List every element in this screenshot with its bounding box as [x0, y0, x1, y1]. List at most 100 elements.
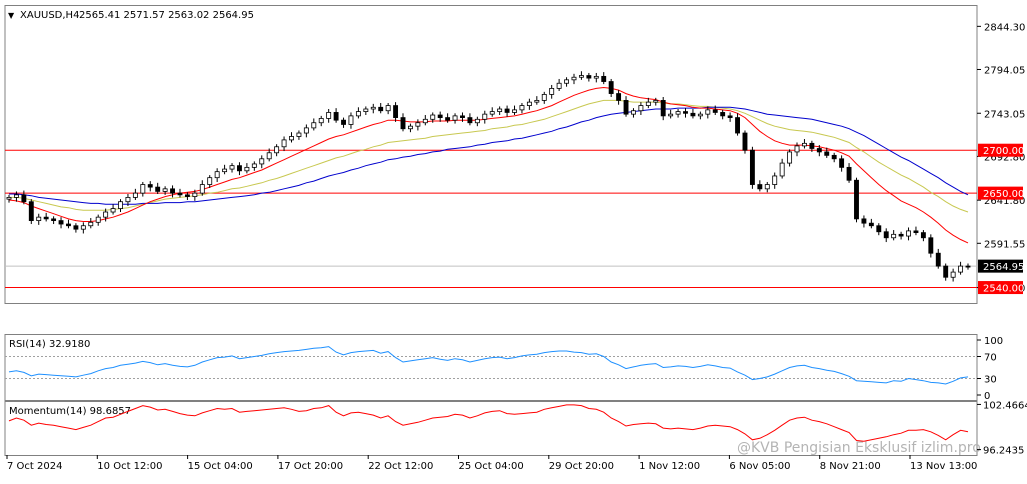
- candle[interactable]: [653, 97, 659, 106]
- candle[interactable]: [214, 168, 220, 182]
- candle[interactable]: [118, 199, 123, 213]
- candle[interactable]: [512, 105, 517, 116]
- candle[interactable]: [794, 142, 800, 157]
- candle[interactable]: [58, 217, 64, 229]
- candle[interactable]: [422, 115, 428, 126]
- candle[interactable]: [846, 163, 852, 183]
- candle[interactable]: [199, 180, 205, 196]
- candle[interactable]: [289, 132, 294, 143]
- candle[interactable]: [430, 112, 436, 123]
- candle[interactable]: [385, 102, 391, 115]
- candle[interactable]: [906, 227, 911, 241]
- candle[interactable]: [177, 188, 183, 198]
- candle[interactable]: [274, 144, 280, 157]
- candle[interactable]: [891, 230, 897, 241]
- candle[interactable]: [779, 158, 785, 179]
- candle[interactable]: [683, 108, 688, 118]
- candle[interactable]: [497, 106, 503, 116]
- candle[interactable]: [370, 103, 376, 114]
- candle[interactable]: [586, 72, 592, 82]
- candle[interactable]: [445, 113, 451, 123]
- candle[interactable]: [6, 194, 12, 203]
- candle[interactable]: [311, 118, 317, 131]
- candle[interactable]: [965, 263, 971, 270]
- candle[interactable]: [140, 181, 146, 197]
- candle[interactable]: [920, 230, 926, 242]
- candle[interactable]: [400, 113, 406, 132]
- candle[interactable]: [898, 231, 904, 240]
- candle[interactable]: [638, 102, 644, 116]
- candle[interactable]: [809, 140, 815, 152]
- candle[interactable]: [623, 96, 629, 117]
- chart-menu-triangle-icon[interactable]: ▼: [8, 11, 15, 20]
- candle[interactable]: [950, 268, 956, 282]
- candle[interactable]: [318, 115, 324, 127]
- candle[interactable]: [184, 192, 190, 200]
- candle[interactable]: [816, 145, 822, 157]
- candle[interactable]: [170, 185, 175, 198]
- candle[interactable]: [868, 218, 874, 229]
- candle[interactable]: [460, 112, 465, 122]
- candle[interactable]: [772, 172, 778, 189]
- candle[interactable]: [504, 105, 510, 117]
- candle[interactable]: [541, 91, 547, 104]
- candle[interactable]: [222, 164, 228, 175]
- candle[interactable]: [341, 117, 346, 128]
- candle[interactable]: [601, 72, 607, 85]
- candle[interactable]: [489, 107, 495, 117]
- candle[interactable]: [132, 188, 138, 200]
- candle[interactable]: [742, 130, 748, 154]
- candle[interactable]: [452, 113, 458, 124]
- candle[interactable]: [393, 102, 399, 122]
- candle[interactable]: [727, 112, 733, 122]
- candle[interactable]: [36, 213, 42, 225]
- candle[interactable]: [88, 218, 94, 229]
- candle[interactable]: [482, 110, 488, 124]
- candle[interactable]: [95, 214, 101, 226]
- candle[interactable]: [355, 107, 361, 119]
- candle[interactable]: [378, 102, 384, 114]
- candle[interactable]: [259, 155, 265, 169]
- candle[interactable]: [326, 109, 332, 123]
- candle[interactable]: [363, 106, 369, 116]
- candle[interactable]: [155, 182, 161, 194]
- candle[interactable]: [631, 108, 636, 118]
- candle[interactable]: [928, 234, 934, 258]
- candle[interactable]: [935, 248, 941, 269]
- candle[interactable]: [705, 106, 711, 119]
- candle[interactable]: [103, 208, 109, 222]
- candle[interactable]: [660, 96, 666, 121]
- candle[interactable]: [229, 163, 235, 173]
- candle[interactable]: [207, 175, 213, 188]
- candle[interactable]: [556, 78, 562, 91]
- candle[interactable]: [697, 111, 703, 120]
- candle[interactable]: [675, 109, 681, 118]
- candle[interactable]: [720, 109, 726, 120]
- candle[interactable]: [564, 77, 570, 87]
- candle[interactable]: [162, 186, 168, 195]
- candle[interactable]: [578, 71, 584, 80]
- candle[interactable]: [43, 212, 49, 222]
- candle[interactable]: [802, 139, 807, 149]
- candle[interactable]: [712, 105, 718, 116]
- candle[interactable]: [407, 123, 413, 133]
- candle[interactable]: [876, 223, 882, 236]
- candle[interactable]: [749, 146, 755, 189]
- candle[interactable]: [13, 191, 19, 202]
- candle[interactable]: [787, 149, 793, 167]
- candle[interactable]: [608, 78, 614, 97]
- candle[interactable]: [668, 109, 674, 119]
- candle[interactable]: [764, 181, 770, 193]
- candle[interactable]: [51, 216, 57, 225]
- candle[interactable]: [348, 112, 354, 129]
- candle[interactable]: [296, 130, 302, 140]
- candle[interactable]: [474, 116, 480, 127]
- candle[interactable]: [73, 223, 79, 233]
- candle[interactable]: [593, 72, 599, 83]
- candle[interactable]: [883, 228, 889, 243]
- candle[interactable]: [824, 147, 830, 158]
- candle[interactable]: [66, 219, 71, 229]
- candle[interactable]: [839, 155, 845, 172]
- candle[interactable]: [534, 96, 540, 105]
- candle[interactable]: [281, 136, 287, 152]
